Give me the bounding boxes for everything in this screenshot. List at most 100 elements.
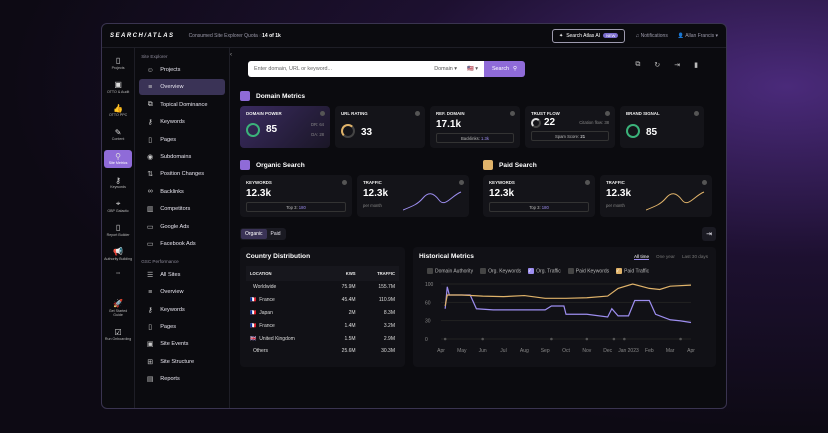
sidebar-item[interactable]: ▯ Pages: [139, 319, 225, 335]
legend-item[interactable]: Domain Authority: [427, 268, 473, 274]
flag-icon: 🇫🇷: [250, 322, 257, 329]
event-marker[interactable]: [679, 338, 682, 341]
event-marker[interactable]: [481, 338, 484, 341]
traffic-card: TRAFFIC 12.3k per month: [600, 175, 712, 217]
historical-metrics-panel: Historical Metrics All time One year Last …: [413, 247, 716, 367]
legend-item[interactable]: ✓ Org. Traffic: [528, 268, 561, 274]
search-atlas-ai-button[interactable]: ✦ Search Atlas AI NEW: [551, 28, 626, 43]
sidebar-item[interactable]: ⊞ Site Structure: [139, 354, 225, 370]
sidebar-item[interactable]: ▣ Site Events: [139, 336, 225, 352]
range-tab[interactable]: Last 30 days: [681, 254, 708, 259]
bookmark-icon[interactable]: ▮: [694, 62, 698, 69]
checkbox-icon[interactable]: ✓: [528, 268, 535, 274]
country-dropdown[interactable]: 🇺🇸 ▾: [467, 66, 478, 72]
legend-label: Paid Traffic: [624, 268, 650, 275]
info-icon[interactable]: [320, 111, 325, 116]
event-marker[interactable]: [585, 338, 589, 341]
sidebar-item[interactable]: ▭ Facebook Ads: [139, 236, 225, 252]
table-row[interactable]: 🇫🇷 Japan 2M 8.3M: [246, 307, 399, 320]
tab-paid[interactable]: Paid: [270, 231, 281, 237]
sidebar-item[interactable]: ⚷ Keywords: [139, 114, 225, 130]
sidebar-item[interactable]: ◉ Subdomains: [139, 149, 225, 165]
rail-item[interactable]: 🚀 Get Started Guide: [104, 297, 132, 319]
sidebar-item[interactable]: ▤ Reports: [139, 371, 225, 387]
legend-item[interactable]: Org. Keywords: [480, 268, 521, 274]
table-row[interactable]: 🇫🇷 France 45.4M 110.9M: [246, 294, 399, 307]
sidebar-item[interactable]: ⚷ Keywords: [139, 302, 225, 318]
rail-item[interactable]: ▣ OTTO & Audit: [104, 78, 132, 96]
info-icon[interactable]: [459, 180, 464, 185]
open-external-icon[interactable]: ⧉: [635, 61, 641, 68]
info-icon[interactable]: [415, 111, 420, 116]
range-tab[interactable]: One year: [656, 254, 675, 259]
info-icon[interactable]: [342, 180, 347, 185]
search-input[interactable]: Enter domain, URL or keyword... Domain ▾ 🇺…: [248, 61, 484, 77]
legend-item[interactable]: Paid Keywords: [567, 268, 609, 274]
rail-item[interactable]: ⌖ GBP Galactic: [104, 197, 132, 215]
pill-label: Top 3:: [286, 204, 298, 210]
table-row[interactable]: 🇫🇷 France 1.4M 3.2M: [246, 319, 399, 332]
location-cell: 🇬🇧 United Kingdom: [246, 332, 326, 345]
rail-item[interactable]: ▯ Projects: [104, 54, 132, 72]
info-icon[interactable]: [510, 111, 515, 116]
rail-item[interactable]: •••: [104, 269, 132, 277]
rail-item[interactable]: ▯ Report Builder: [104, 221, 132, 239]
tab-organic[interactable]: Organic: [241, 229, 267, 239]
sidebar-icon: ☺: [146, 66, 154, 74]
event-marker[interactable]: [623, 338, 626, 341]
rail-item[interactable]: ☑ Run Onboarding: [104, 326, 132, 344]
pin-icon: ⌖: [115, 199, 121, 209]
rail-item[interactable]: 📢 Authority Building: [104, 245, 132, 263]
user-name: Allan Francis: [685, 32, 715, 39]
table-row[interactable]: Others 25.6M 30.3M: [246, 345, 399, 358]
event-marker[interactable]: [550, 338, 553, 341]
table-row[interactable]: Worldwide 75.9M 155.7M: [246, 281, 399, 294]
quota: Consumed Site Explorer Quota ◌14 of 1k: [188, 32, 281, 39]
rail-item[interactable]: 👍 OTTO PPC: [104, 102, 132, 120]
y-tick-label: 100: [425, 282, 434, 288]
info-icon[interactable]: [605, 111, 610, 116]
sidebar-item[interactable]: ⇅ Position Changes: [139, 166, 225, 182]
notifications-button[interactable]: ♫ Notifications: [635, 33, 667, 39]
sidebar-item[interactable]: ▭ Google Ads: [139, 219, 225, 235]
rail-item[interactable]: ⚲ Site Metrics: [104, 149, 133, 168]
checkbox-icon[interactable]: [480, 268, 487, 274]
checkbox-icon[interactable]: [427, 268, 433, 274]
event-marker[interactable]: [443, 338, 447, 341]
checkbox-icon[interactable]: ✓: [616, 268, 623, 274]
ai-label: Search Atlas AI: [566, 32, 601, 39]
export-icon[interactable]: ⇥: [674, 62, 681, 69]
toolbar: ⧉ ↻ ⇥ ▮: [635, 61, 698, 69]
location-cell: 🇫🇷 France: [246, 319, 326, 332]
collapse-icon[interactable]: ‹: [230, 52, 232, 58]
event-marker[interactable]: [612, 338, 616, 341]
info-icon[interactable]: [585, 180, 590, 185]
sidebar-item[interactable]: ≡ Overview: [139, 79, 225, 96]
historical-chart: 100 60 30 0 Apr May Jun Jul Aug Sep Oct Nov Dec Jan 2…: [425, 282, 695, 354]
mode-dropdown[interactable]: Domain ▾: [434, 66, 458, 72]
info-icon[interactable]: [694, 111, 699, 116]
range-tab[interactable]: All time: [633, 254, 650, 260]
refresh-icon[interactable]: ↻: [654, 62, 661, 69]
sidebar-item[interactable]: ▥ Competitors: [139, 201, 225, 217]
quota-value: 14 of 1k: [262, 32, 281, 39]
info-icon[interactable]: [702, 180, 707, 185]
legend-item[interactable]: ✓ Paid Traffic: [616, 268, 649, 274]
checkbox-icon[interactable]: [567, 268, 574, 274]
export-icon[interactable]: ⇥: [702, 227, 716, 241]
sidebar-item[interactable]: ☺ Projects: [139, 62, 225, 78]
user-menu[interactable]: 👤 Allan Francis ▾: [677, 32, 718, 39]
sidebar-item[interactable]: ▯ Pages: [139, 132, 225, 148]
sidebar-item[interactable]: ≡ Overview: [139, 284, 225, 300]
per-month: per month: [606, 203, 625, 208]
backlinks-pill: Backlinks: 1.3k: [436, 133, 514, 143]
sidebar-item[interactable]: ☰ All Sites: [139, 267, 225, 283]
sidebar-item[interactable]: ∞ Backlinks: [139, 184, 225, 200]
rail-item[interactable]: ⚷ Keywords: [104, 174, 132, 192]
rail-item[interactable]: ✎ Content: [104, 126, 132, 144]
search-button[interactable]: Search ⚲: [483, 61, 525, 77]
sidebar-item[interactable]: ⧉ Topical Dominance: [139, 97, 225, 113]
score-ring: [626, 123, 640, 138]
table-row[interactable]: 🇬🇧 United Kingdom 1.5M 2.9M: [246, 332, 399, 345]
location-name: France: [259, 322, 275, 329]
